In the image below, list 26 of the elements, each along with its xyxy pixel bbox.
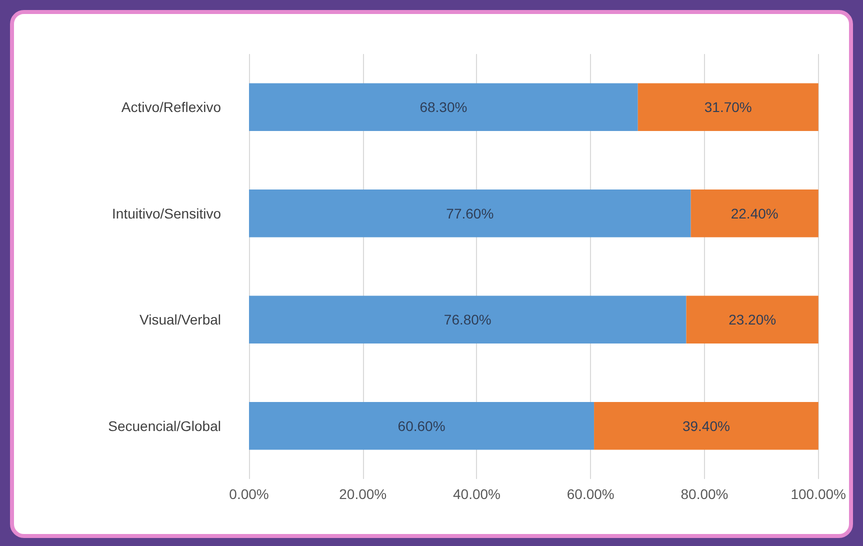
- bar: [249, 296, 686, 344]
- x-tick-label: 40.00%: [453, 486, 500, 502]
- bar: [638, 83, 818, 132]
- x-tick-label: 0.00%: [229, 486, 269, 502]
- bar: [249, 189, 691, 238]
- x-tick-label: 20.00%: [339, 486, 387, 502]
- bar: [686, 296, 818, 344]
- bar: [594, 402, 818, 450]
- data-label: 77.60%: [446, 205, 494, 222]
- x-tick-label: 60.00%: [566, 486, 614, 502]
- y-tick-label: Secuencial/Global: [108, 418, 221, 434]
- data-label: 60.60%: [398, 418, 446, 434]
- data-label: 22.40%: [730, 205, 778, 222]
- x-tick-label: 80.00%: [680, 486, 728, 502]
- data-label: 76.80%: [444, 312, 492, 328]
- data-label: 31.70%: [704, 99, 752, 116]
- y-tick-label: Activo/Reflexivo: [121, 99, 222, 116]
- x-tick-label: 100.00%: [790, 486, 846, 502]
- y-tick-label: Visual/Verbal: [140, 312, 221, 328]
- data-label: 23.20%: [728, 312, 776, 328]
- bar: [249, 402, 594, 450]
- bar: [249, 83, 638, 132]
- y-tick-label: Intuitivo/Sensitivo: [112, 205, 222, 222]
- data-label: 68.30%: [420, 99, 468, 116]
- data-label: 39.40%: [682, 418, 730, 434]
- bar: [690, 189, 818, 238]
